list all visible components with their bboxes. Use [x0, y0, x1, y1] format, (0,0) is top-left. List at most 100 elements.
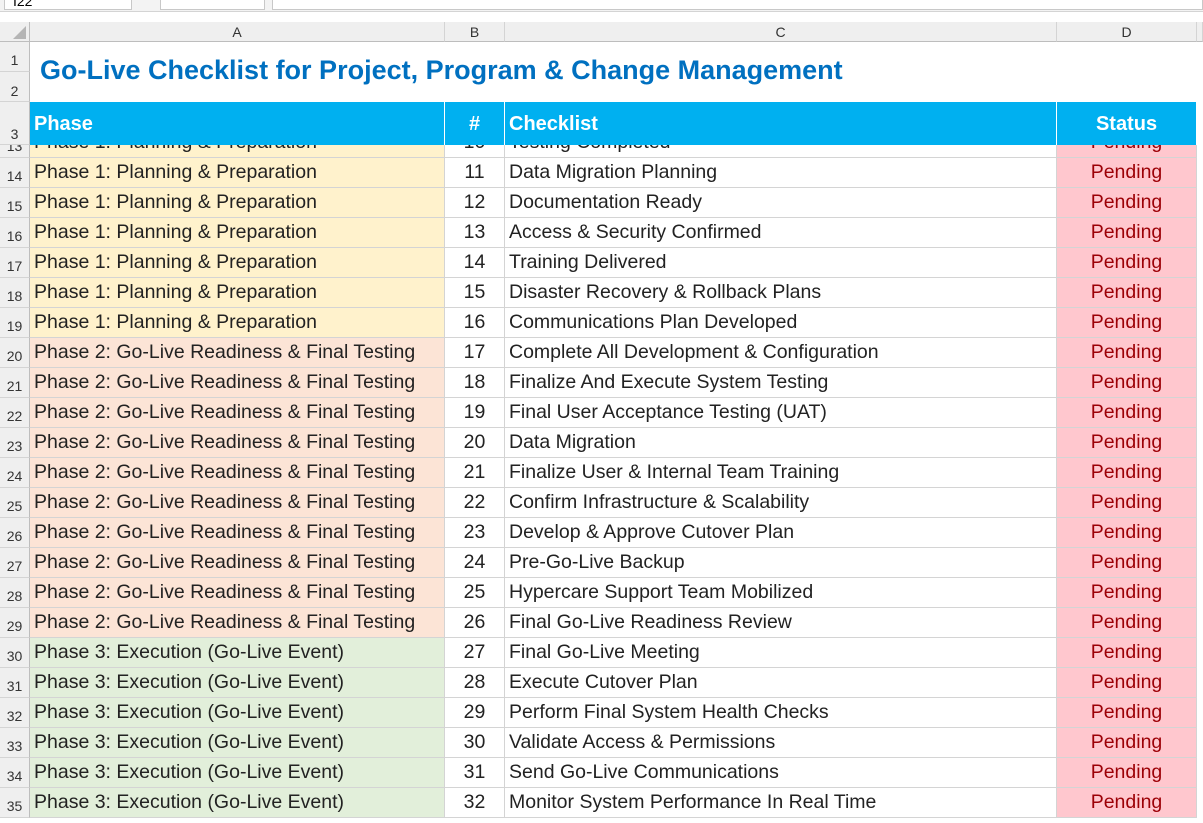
- number-cell[interactable]: 23: [445, 518, 505, 548]
- checklist-cell[interactable]: Final Go-Live Readiness Review: [505, 608, 1057, 638]
- phase-cell[interactable]: Phase 2: Go-Live Readiness & Final Testi…: [30, 518, 445, 548]
- phase-cell[interactable]: Phase 2: Go-Live Readiness & Final Testi…: [30, 428, 445, 458]
- checklist-cell[interactable]: Documentation Ready: [505, 188, 1057, 218]
- status-cell[interactable]: Pending: [1057, 458, 1197, 488]
- number-cell[interactable]: 29: [445, 698, 505, 728]
- checklist-cell[interactable]: Complete All Development & Configuration: [505, 338, 1057, 368]
- phase-cell[interactable]: Phase 1: Planning & Preparation: [30, 308, 445, 338]
- status-cell[interactable]: Pending: [1057, 308, 1197, 338]
- number-cell[interactable]: 27: [445, 638, 505, 668]
- status-cell[interactable]: Pending: [1057, 578, 1197, 608]
- row-header[interactable]: 33: [0, 728, 30, 758]
- row-header[interactable]: 21: [0, 368, 30, 398]
- status-cell[interactable]: Pending: [1057, 698, 1197, 728]
- formula-buttons[interactable]: [160, 0, 265, 10]
- column-header[interactable]: B: [445, 22, 505, 42]
- status-cell[interactable]: Pending: [1057, 758, 1197, 788]
- status-cell[interactable]: Pending: [1057, 398, 1197, 428]
- row-header[interactable]: 16: [0, 218, 30, 248]
- checklist-cell[interactable]: Access & Security Confirmed: [505, 218, 1057, 248]
- row-header[interactable]: 14: [0, 158, 30, 188]
- row-header[interactable]: 28: [0, 578, 30, 608]
- checklist-cell[interactable]: Data Migration Planning: [505, 158, 1057, 188]
- row-header[interactable]: 15: [0, 188, 30, 218]
- status-cell[interactable]: Pending: [1057, 218, 1197, 248]
- name-box[interactable]: I22: [4, 0, 132, 10]
- row-header[interactable]: 2: [0, 72, 30, 102]
- row-header[interactable]: 24: [0, 458, 30, 488]
- checklist-cell[interactable]: Finalize And Execute System Testing: [505, 368, 1057, 398]
- checklist-cell[interactable]: Confirm Infrastructure & Scalability: [505, 488, 1057, 518]
- phase-cell[interactable]: Phase 1: Planning & Preparation: [30, 218, 445, 248]
- row-header[interactable]: 34: [0, 758, 30, 788]
- checklist-cell[interactable]: Final User Acceptance Testing (UAT): [505, 398, 1057, 428]
- status-cell[interactable]: Pending: [1057, 278, 1197, 308]
- phase-cell[interactable]: Phase 2: Go-Live Readiness & Final Testi…: [30, 578, 445, 608]
- checklist-cell[interactable]: Execute Cutover Plan: [505, 668, 1057, 698]
- phase-cell[interactable]: Phase 2: Go-Live Readiness & Final Testi…: [30, 398, 445, 428]
- checklist-cell[interactable]: Finalize User & Internal Team Training: [505, 458, 1057, 488]
- status-cell[interactable]: Pending: [1057, 248, 1197, 278]
- number-cell[interactable]: 12: [445, 188, 505, 218]
- number-cell[interactable]: 13: [445, 218, 505, 248]
- checklist-cell[interactable]: Perform Final System Health Checks: [505, 698, 1057, 728]
- phase-cell[interactable]: Phase 1: Planning & Preparation: [30, 145, 445, 158]
- number-cell[interactable]: 16: [445, 308, 505, 338]
- phase-cell[interactable]: Phase 2: Go-Live Readiness & Final Testi…: [30, 608, 445, 638]
- number-cell[interactable]: 25: [445, 578, 505, 608]
- status-cell[interactable]: Pending: [1057, 548, 1197, 578]
- row-header[interactable]: 30: [0, 638, 30, 668]
- number-cell[interactable]: 30: [445, 728, 505, 758]
- formula-input[interactable]: [272, 0, 1203, 10]
- status-cell[interactable]: Pending: [1057, 145, 1197, 158]
- number-cell[interactable]: 10: [445, 145, 505, 158]
- status-cell[interactable]: Pending: [1057, 518, 1197, 548]
- phase-cell[interactable]: Phase 2: Go-Live Readiness & Final Testi…: [30, 338, 445, 368]
- status-cell[interactable]: Pending: [1057, 338, 1197, 368]
- phase-cell[interactable]: Phase 1: Planning & Preparation: [30, 278, 445, 308]
- number-cell[interactable]: 17: [445, 338, 505, 368]
- checklist-cell[interactable]: Hypercare Support Team Mobilized: [505, 578, 1057, 608]
- phase-cell[interactable]: Phase 1: Planning & Preparation: [30, 158, 445, 188]
- row-header[interactable]: 29: [0, 608, 30, 638]
- checklist-cell[interactable]: Disaster Recovery & Rollback Plans: [505, 278, 1057, 308]
- checklist-cell[interactable]: Pre-Go-Live Backup: [505, 548, 1057, 578]
- row-header[interactable]: 35: [0, 788, 30, 818]
- row-header[interactable]: 1: [0, 42, 30, 72]
- phase-cell[interactable]: Phase 3: Execution (Go-Live Event): [30, 668, 445, 698]
- number-cell[interactable]: 19: [445, 398, 505, 428]
- checklist-cell[interactable]: Validate Access & Permissions: [505, 728, 1057, 758]
- column-header[interactable]: A: [30, 22, 445, 42]
- status-cell[interactable]: Pending: [1057, 158, 1197, 188]
- phase-cell[interactable]: Phase 3: Execution (Go-Live Event): [30, 638, 445, 668]
- row-header[interactable]: 27: [0, 548, 30, 578]
- row-header[interactable]: 25: [0, 488, 30, 518]
- checklist-cell[interactable]: Monitor System Performance In Real Time: [505, 788, 1057, 818]
- checklist-cell[interactable]: Final Go-Live Meeting: [505, 638, 1057, 668]
- row-header[interactable]: 20: [0, 338, 30, 368]
- phase-cell[interactable]: Phase 3: Execution (Go-Live Event): [30, 728, 445, 758]
- phase-cell[interactable]: Phase 2: Go-Live Readiness & Final Testi…: [30, 368, 445, 398]
- checklist-cell[interactable]: Data Migration: [505, 428, 1057, 458]
- status-cell[interactable]: Pending: [1057, 488, 1197, 518]
- checklist-cell[interactable]: Communications Plan Developed: [505, 308, 1057, 338]
- phase-cell[interactable]: Phase 2: Go-Live Readiness & Final Testi…: [30, 458, 445, 488]
- column-header[interactable]: C: [505, 22, 1057, 42]
- checklist-cell[interactable]: Testing Completed: [505, 145, 1057, 158]
- row-header[interactable]: 22: [0, 398, 30, 428]
- row-header[interactable]: 26: [0, 518, 30, 548]
- status-cell[interactable]: Pending: [1057, 188, 1197, 218]
- phase-cell[interactable]: Phase 2: Go-Live Readiness & Final Testi…: [30, 488, 445, 518]
- number-cell[interactable]: 21: [445, 458, 505, 488]
- phase-cell[interactable]: Phase 1: Planning & Preparation: [30, 248, 445, 278]
- select-all[interactable]: [0, 22, 30, 42]
- status-cell[interactable]: Pending: [1057, 668, 1197, 698]
- phase-cell[interactable]: Phase 3: Execution (Go-Live Event): [30, 788, 445, 818]
- status-cell[interactable]: Pending: [1057, 428, 1197, 458]
- row-header[interactable]: 31: [0, 668, 30, 698]
- checklist-cell[interactable]: Develop & Approve Cutover Plan: [505, 518, 1057, 548]
- row-header[interactable]: 13: [0, 145, 30, 158]
- number-cell[interactable]: 15: [445, 278, 505, 308]
- checklist-cell[interactable]: Training Delivered: [505, 248, 1057, 278]
- status-cell[interactable]: Pending: [1057, 728, 1197, 758]
